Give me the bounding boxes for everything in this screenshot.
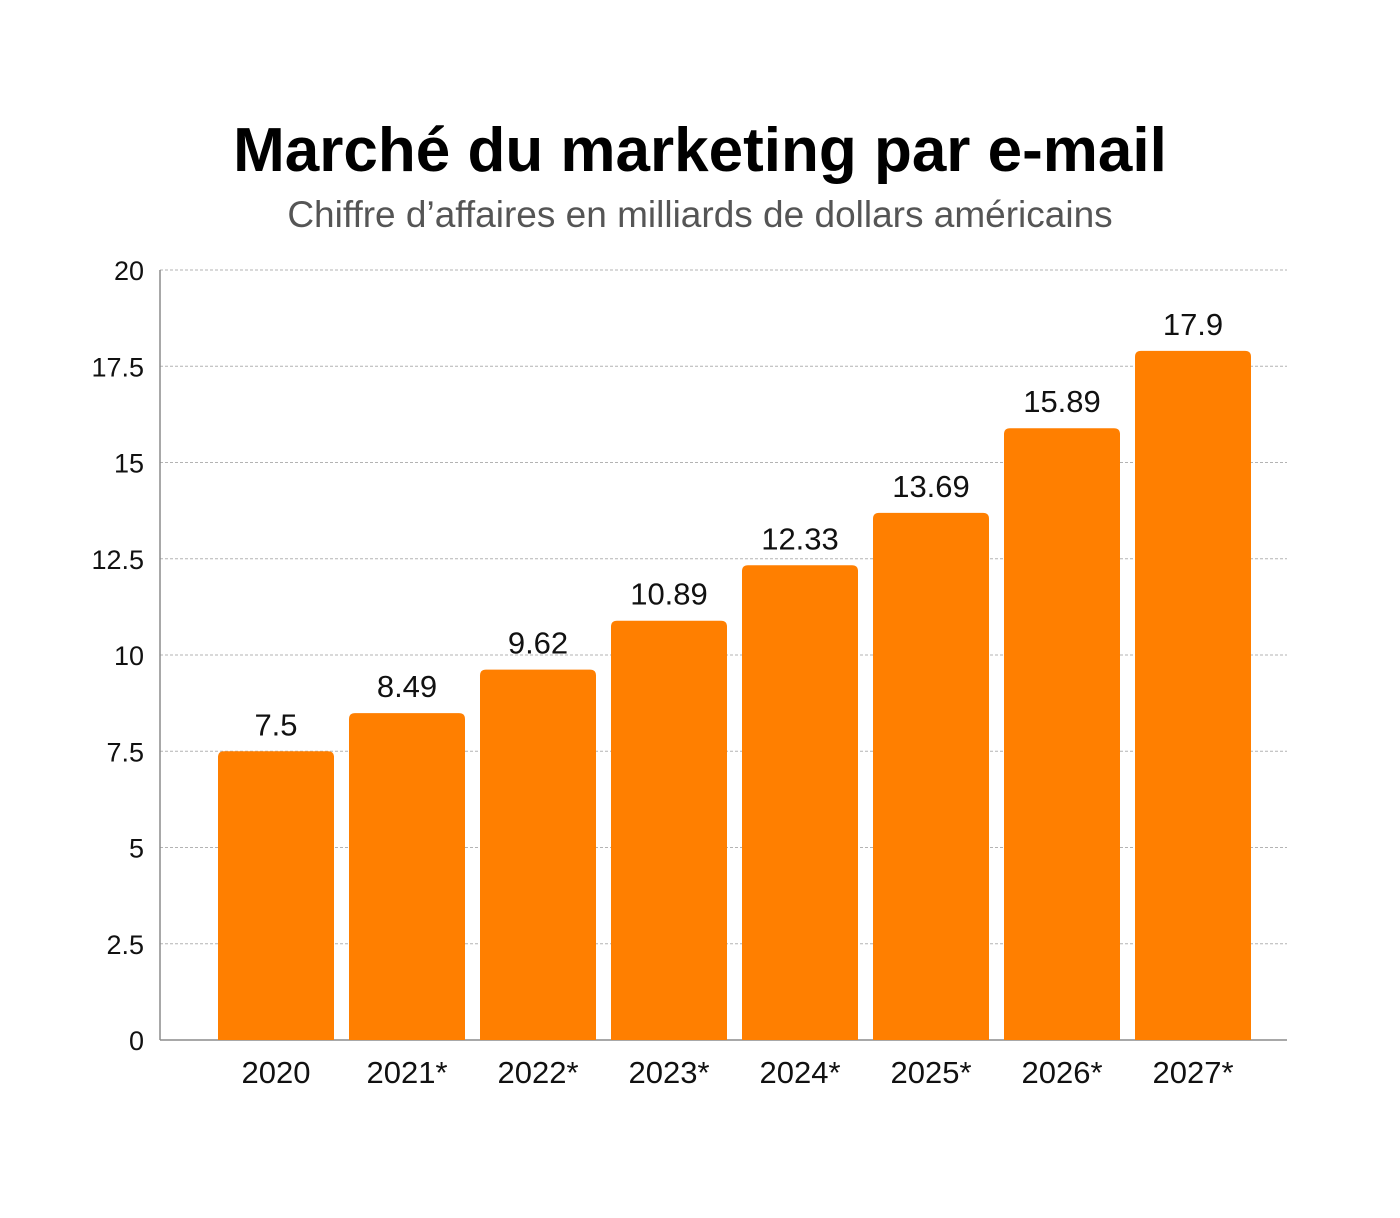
y-tick-label: 20 [114,256,144,286]
x-tick-label: 2021* [366,1055,447,1090]
x-tick-label: 2022* [497,1055,578,1090]
chart-subtitle: Chiffre d’affaires en milliards de dolla… [287,194,1113,235]
value-label: 7.5 [254,707,297,742]
y-tick-label: 7.5 [106,737,144,767]
value-labels: 7.5 8.49 9.62 10.89 12.33 13.69 15.89 17.9 [254,307,1223,742]
x-tick-label: 2020 [242,1055,311,1090]
bar-2023 [611,620,727,1040]
bar-2022 [480,669,596,1040]
y-tick-label: 10 [114,641,144,671]
bar-2026 [1004,428,1120,1040]
gridlines [160,269,1287,945]
value-label: 17.9 [1163,307,1223,342]
x-axis-tick-labels: 2020 2021* 2022* 2023* 2024* 2025* 2026* 2027* [242,1055,1234,1090]
chart-title: Marché du marketing par e-mail [233,116,1167,185]
value-label: 10.89 [630,577,708,612]
y-tick-label: 15 [114,449,144,479]
bar-2020 [218,751,334,1040]
value-label: 12.33 [761,521,839,556]
x-tick-label: 2023* [628,1055,709,1090]
value-label: 8.49 [377,669,437,704]
y-tick-label: 0 [129,1026,144,1056]
y-tick-label: 12.5 [91,545,144,575]
y-tick-label: 17.5 [91,352,144,382]
x-tick-label: 2026* [1021,1055,1102,1090]
value-label: 13.69 [892,469,970,504]
y-tick-label: 2.5 [106,930,144,960]
x-tick-label: 2024* [759,1055,840,1090]
bars [218,350,1251,1041]
x-tick-label: 2027* [1152,1055,1233,1090]
y-tick-label: 5 [129,834,144,864]
bar-2025 [873,512,989,1040]
bar-2024 [742,565,858,1040]
value-label: 9.62 [508,626,568,661]
value-label: 15.89 [1023,384,1101,419]
x-tick-label: 2025* [890,1055,971,1090]
bar-2027 [1135,350,1251,1041]
y-axis-tick-labels: 0 2.5 5 7.5 10 12.5 15 17.5 20 [91,256,144,1056]
bar-2021 [349,713,465,1040]
